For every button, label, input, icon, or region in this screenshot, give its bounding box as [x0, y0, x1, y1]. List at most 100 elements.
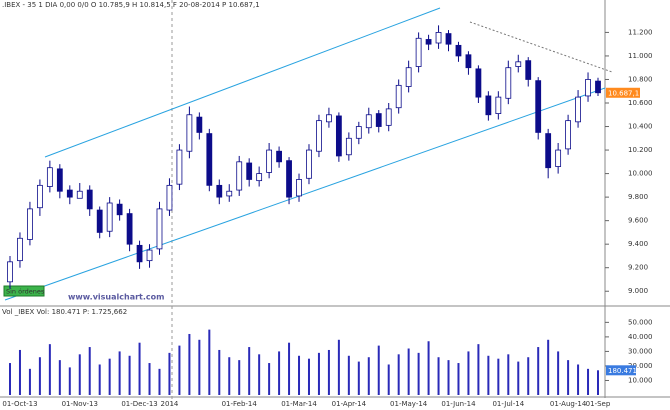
volume-bar [188, 333, 191, 395]
candle-body [425, 39, 432, 45]
y-tick-label: 9.400 [628, 240, 648, 248]
y-tick-label: 11.200 [628, 28, 653, 36]
x-tick-label: 01-Sep [586, 400, 611, 408]
badge-box [3, 285, 45, 297]
volume-bar [78, 354, 81, 395]
candle-body [27, 208, 33, 240]
channel-upper [44, 7, 441, 158]
candle-body [96, 209, 103, 233]
volume-bar [467, 351, 470, 395]
volume-bar [417, 352, 420, 395]
candle-body [355, 126, 362, 139]
channel-lower [4, 87, 606, 301]
candle-body [86, 189, 93, 210]
volume-bar [477, 344, 480, 395]
y-tick-label: 9.600 [628, 217, 648, 225]
candle-body [465, 54, 472, 69]
volume-bar [228, 357, 231, 395]
candle-body [276, 150, 282, 163]
candle-body [495, 96, 502, 114]
candle-body [206, 133, 213, 186]
y-tick-label: 30.000 [628, 347, 653, 355]
candle-body [146, 249, 153, 262]
candle-body [306, 149, 312, 179]
volume-bar [507, 354, 510, 395]
candle-body [445, 33, 452, 45]
volume-bar [148, 363, 151, 395]
volume-bar [168, 352, 171, 395]
volume-bar [58, 360, 61, 395]
watermark: www.visualchart.com [68, 293, 164, 302]
volume-bar [248, 347, 251, 395]
volume-bar [238, 360, 241, 395]
volume-bar [18, 349, 21, 395]
candle-body [46, 167, 53, 187]
last-volume-box [606, 365, 636, 376]
volume-bar [88, 347, 91, 395]
candle-body [256, 173, 263, 182]
y-tick-label: 9.200 [628, 264, 648, 272]
x-tick-label: 01-May-14 [390, 400, 428, 408]
volume-bar [447, 360, 450, 395]
x-tick-label: 01-Aug-14 [550, 400, 587, 408]
trend-line [469, 21, 613, 73]
candle-body [545, 133, 552, 169]
candle-body [17, 237, 23, 262]
candle-body [236, 161, 243, 191]
volume-bar [377, 345, 380, 395]
candle-body [186, 114, 193, 152]
candle-body [246, 162, 253, 180]
volume-bar [337, 339, 340, 395]
volume-bar [128, 355, 131, 395]
candle-body [106, 202, 113, 232]
x-tick-label: 01-Jul-14 [492, 400, 524, 408]
x-tick-label: 01-Mar-14 [281, 400, 317, 408]
candle-body [595, 80, 601, 94]
candle-body [375, 113, 382, 127]
candle-body [56, 168, 63, 192]
x-tick-label: 01-Apr-14 [332, 400, 367, 408]
volume-bar [487, 355, 490, 395]
candle-body [435, 32, 442, 44]
volume-bar [547, 339, 550, 395]
y-tick-label: 9.000 [628, 287, 648, 295]
candle-body [475, 68, 482, 98]
volume-bar [327, 349, 330, 395]
volume-bar [218, 349, 221, 395]
candle-body [226, 190, 233, 197]
last-volume-label: 180.471 [608, 367, 637, 375]
candle-body [575, 96, 581, 123]
volume-bar [118, 351, 121, 395]
candle-body [485, 95, 492, 116]
volume-bar [108, 358, 111, 395]
volume-bar [537, 347, 540, 395]
y-tick-label: 10.000 [628, 170, 653, 178]
candle-body [266, 149, 273, 173]
candle-body [216, 184, 223, 198]
volume-bar [158, 368, 161, 395]
candle-body [7, 261, 13, 283]
x-tick-label: 01-Oct-13 [2, 400, 37, 408]
y-tick-label: 10.000 [628, 376, 653, 384]
volume-bar [258, 354, 261, 395]
volume-bar [138, 342, 141, 395]
y-tick-label: 9.800 [628, 193, 648, 201]
volume-bar [28, 368, 31, 395]
x-tick-label: 01-Jun-14 [441, 400, 476, 408]
last-price-label: 10.687,1 [608, 89, 639, 97]
volume-bar [278, 351, 281, 395]
candle-body [66, 189, 73, 198]
y-tick-label: 10.600 [628, 99, 653, 107]
candle-body [535, 80, 542, 133]
candle-body [515, 61, 522, 67]
volume-bar [268, 363, 271, 395]
y-tick-label: 50.000 [628, 318, 653, 326]
candle-body [156, 208, 163, 250]
volume-bar [517, 361, 520, 395]
candle-body [455, 44, 462, 57]
volume-bar [317, 352, 320, 395]
y-tick-label: 10.200 [628, 146, 653, 154]
volume-bar [288, 342, 291, 395]
